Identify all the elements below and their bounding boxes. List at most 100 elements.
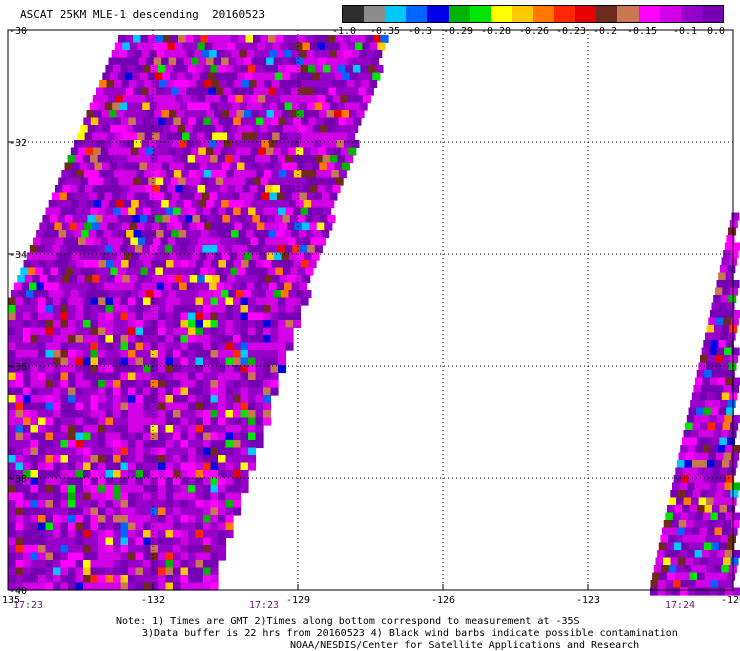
data-cell: [277, 50, 285, 58]
data-cell: [61, 320, 69, 328]
data-cell: [38, 583, 46, 591]
data-cell: [712, 303, 720, 311]
data-cell: [717, 348, 725, 356]
data-cell: [224, 140, 232, 148]
data-cell: [46, 455, 54, 463]
data-cell: [239, 230, 247, 238]
data-cell: [181, 328, 189, 336]
data-cell: [76, 568, 84, 576]
data-cell: [46, 328, 54, 336]
data-cell: [8, 388, 16, 396]
data-cell: [23, 448, 31, 456]
data-cell: [681, 580, 689, 588]
data-cell: [16, 343, 24, 351]
data-cell: [143, 65, 151, 73]
data-cell: [246, 88, 254, 96]
data-cell: [76, 523, 84, 531]
data-cell: [185, 215, 193, 223]
data-cell: [324, 80, 332, 88]
data-cell: [76, 373, 84, 381]
data-cell: [54, 260, 62, 268]
data-cell: [725, 513, 733, 521]
data-cell: [177, 110, 185, 118]
data-cell: [696, 475, 704, 483]
data-cell: [271, 260, 279, 268]
data-cell: [45, 245, 53, 253]
data-cell: [38, 523, 46, 531]
data-cell: [705, 333, 713, 341]
data-cell: [196, 508, 204, 516]
data-cell: [181, 523, 189, 531]
data-cell: [248, 305, 256, 313]
data-cell: [226, 305, 234, 313]
data-cell: [271, 118, 279, 126]
data-cell: [196, 538, 204, 546]
data-cell: [153, 238, 161, 246]
data-cell: [112, 103, 120, 111]
data-cell: [208, 88, 216, 96]
data-cell: [68, 320, 76, 328]
data-cell: [214, 58, 222, 66]
data-cell: [256, 298, 264, 306]
data-cell: [304, 58, 312, 66]
data-cell: [91, 440, 99, 448]
data-cell: [76, 418, 84, 426]
data-cell: [319, 200, 327, 208]
data-cell: [216, 140, 224, 148]
data-cell: [279, 170, 287, 178]
data-cell: [226, 470, 234, 478]
data-cell: [38, 335, 46, 343]
data-cell: [61, 553, 69, 561]
data-cell: [68, 425, 76, 433]
data-cell: [131, 148, 139, 156]
data-cell: [325, 133, 333, 141]
data-cell: [669, 565, 677, 573]
data-cell: [143, 515, 151, 523]
data-cell: [196, 583, 204, 591]
data-cell: [164, 193, 172, 201]
data-cell: [247, 283, 255, 291]
data-cell: [151, 530, 159, 538]
data-cell: [8, 440, 16, 448]
data-cell: [208, 268, 216, 276]
data-cell: [83, 470, 91, 478]
data-cell: [285, 155, 293, 163]
data-cell: [700, 423, 708, 431]
data-cell: [270, 245, 278, 253]
data-cell: [290, 268, 298, 276]
data-cell: [113, 508, 121, 516]
data-cell: [267, 110, 275, 118]
data-cell: [260, 215, 268, 223]
data-cell: [288, 95, 296, 103]
data-cell: [708, 355, 716, 363]
data-cell: [249, 223, 257, 231]
data-cell: [242, 223, 250, 231]
data-cell: [720, 573, 728, 581]
data-cell: [115, 43, 123, 51]
data-cell: [703, 588, 711, 596]
data-cell: [711, 543, 719, 551]
data-cell: [128, 418, 136, 426]
data-cell: [32, 275, 40, 283]
data-cell: [68, 553, 76, 561]
data-cell: [136, 305, 144, 313]
data-cell: [357, 73, 365, 81]
data-cell: [54, 223, 62, 231]
data-cell: [143, 350, 151, 358]
data-cell: [273, 185, 281, 193]
data-cell: [703, 513, 711, 521]
data-cell: [226, 328, 234, 336]
data-cell: [714, 430, 722, 438]
note-line-3: NOAA/NESDIS/Center for Satellite Applica…: [290, 640, 639, 651]
data-cell: [699, 565, 707, 573]
data-cell: [189, 260, 197, 268]
data-cell: [143, 388, 151, 396]
data-cell: [70, 185, 78, 193]
colorbar-label: -0.3: [408, 26, 432, 37]
data-cell: [76, 575, 84, 583]
data-cell: [724, 520, 732, 528]
data-cell: [334, 58, 342, 66]
data-cell: [61, 403, 69, 411]
data-cell: [249, 80, 257, 88]
data-cell: [91, 313, 99, 321]
